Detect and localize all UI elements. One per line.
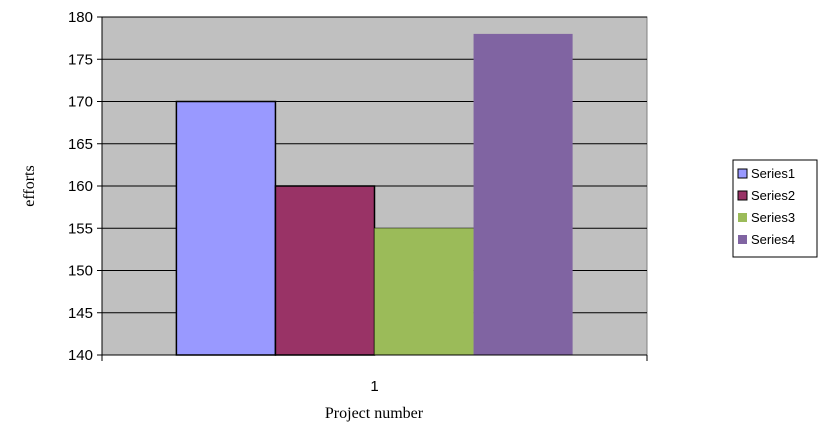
bar-series1 bbox=[175, 100, 277, 356]
y-tick-label: 160 bbox=[68, 178, 93, 195]
y-tick-label: 175 bbox=[68, 51, 93, 68]
legend-label-series3: Series3 bbox=[751, 210, 795, 225]
legend-swatch-series1 bbox=[737, 168, 748, 179]
legend-label-series1: Series1 bbox=[751, 166, 795, 181]
legend-label-series2: Series2 bbox=[751, 188, 795, 203]
y-axis-ticks: 140 145 150 155 160 165 170 175 180 bbox=[68, 9, 102, 364]
legend-swatch-series3 bbox=[738, 213, 747, 222]
y-tick-label: 170 bbox=[68, 94, 93, 111]
bar-series3 bbox=[374, 228, 474, 355]
legend: Series1 Series2 Series3 Series4 bbox=[732, 159, 818, 258]
y-tick-label: 180 bbox=[68, 9, 93, 26]
y-axis-title: efforts bbox=[21, 165, 38, 206]
bar-series4 bbox=[473, 33, 573, 356]
bars bbox=[175, 33, 573, 356]
legend-swatch-series4 bbox=[738, 235, 747, 244]
y-tick-label: 145 bbox=[68, 305, 93, 322]
y-tick-label: 155 bbox=[68, 220, 93, 237]
legend-label-series4: Series4 bbox=[751, 232, 795, 247]
y-tick-label: 165 bbox=[68, 136, 93, 153]
x-tick-label: 1 bbox=[370, 378, 378, 395]
bar-series2 bbox=[274, 185, 376, 356]
y-tick-label: 140 bbox=[68, 347, 93, 364]
legend-swatch-series2 bbox=[737, 190, 748, 201]
x-axis-title: Project number bbox=[325, 405, 424, 422]
x-axis-ticks: 1 bbox=[101, 355, 648, 395]
y-tick-label: 150 bbox=[68, 263, 93, 280]
